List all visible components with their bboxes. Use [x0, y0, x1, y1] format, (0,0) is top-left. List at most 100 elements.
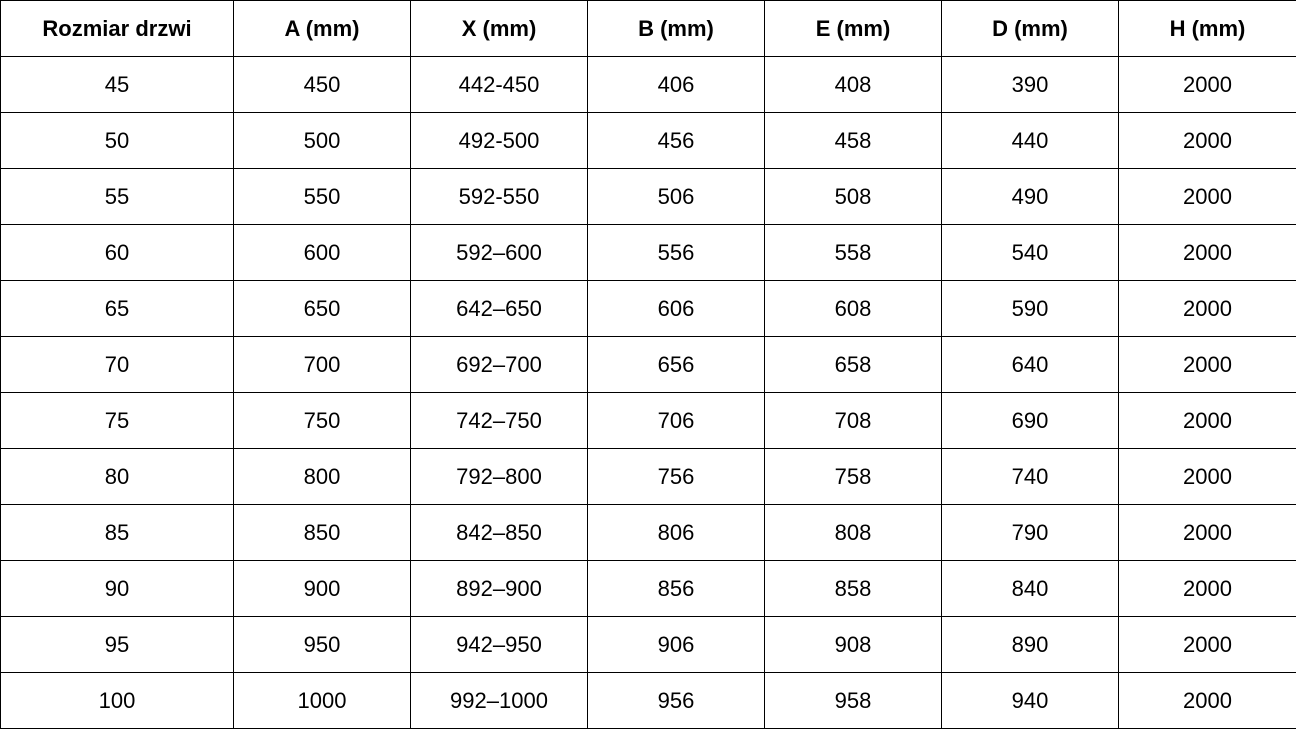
table-cell: 606 — [587, 280, 765, 337]
table-cell: 2000 — [1118, 112, 1296, 169]
table-row: 55 550 592-550 506 508 490 2000 — [0, 168, 1296, 225]
table-cell: 70 — [0, 336, 234, 393]
table-cell: 80 — [0, 448, 234, 505]
table-cell: 50 — [0, 112, 234, 169]
table-cell: 556 — [587, 224, 765, 281]
table-cell: 790 — [941, 504, 1119, 561]
table-cell: 2000 — [1118, 168, 1296, 225]
table-cell: 892–900 — [410, 560, 588, 617]
table-cell: 692–700 — [410, 336, 588, 393]
table-cell: 900 — [233, 560, 411, 617]
table-cell: 2000 — [1118, 392, 1296, 449]
table-cell: 2000 — [1118, 560, 1296, 617]
table-row: 75 750 742–750 706 708 690 2000 — [0, 392, 1296, 449]
table-cell: 590 — [941, 280, 1119, 337]
column-header: Rozmiar drzwi — [0, 0, 234, 57]
table-cell: 500 — [233, 112, 411, 169]
table-cell: 100 — [0, 672, 234, 729]
table-cell: 950 — [233, 616, 411, 673]
column-header: A (mm) — [233, 0, 411, 57]
table-cell: 65 — [0, 280, 234, 337]
table-cell: 600 — [233, 224, 411, 281]
table-row: 80 800 792–800 756 758 740 2000 — [0, 448, 1296, 505]
table-cell: 842–850 — [410, 504, 588, 561]
table-cell: 850 — [233, 504, 411, 561]
table-cell: 558 — [764, 224, 942, 281]
table-cell: 756 — [587, 448, 765, 505]
table-cell: 592–600 — [410, 224, 588, 281]
table-cell: 408 — [764, 56, 942, 113]
table-cell: 890 — [941, 616, 1119, 673]
table-cell: 2000 — [1118, 224, 1296, 281]
column-header: B (mm) — [587, 0, 765, 57]
column-header: E (mm) — [764, 0, 942, 57]
table-row: 90 900 892–900 856 858 840 2000 — [0, 560, 1296, 617]
table-cell: 608 — [764, 280, 942, 337]
table-cell: 906 — [587, 616, 765, 673]
table-cell: 658 — [764, 336, 942, 393]
table-cell: 758 — [764, 448, 942, 505]
table-cell: 442-450 — [410, 56, 588, 113]
table-cell: 2000 — [1118, 56, 1296, 113]
table-row: 45 450 442-450 406 408 390 2000 — [0, 56, 1296, 113]
table-cell: 858 — [764, 560, 942, 617]
table-cell: 55 — [0, 168, 234, 225]
table-cell: 956 — [587, 672, 765, 729]
table-cell: 806 — [587, 504, 765, 561]
table-cell: 592-550 — [410, 168, 588, 225]
column-header: D (mm) — [941, 0, 1119, 57]
table-cell: 90 — [0, 560, 234, 617]
table-cell: 742–750 — [410, 392, 588, 449]
table-row: 85 850 842–850 806 808 790 2000 — [0, 504, 1296, 561]
table-cell: 650 — [233, 280, 411, 337]
table-cell: 85 — [0, 504, 234, 561]
table-cell: 508 — [764, 168, 942, 225]
table-cell: 992–1000 — [410, 672, 588, 729]
table-cell: 800 — [233, 448, 411, 505]
table-cell: 708 — [764, 392, 942, 449]
table-cell: 60 — [0, 224, 234, 281]
table-cell: 642–650 — [410, 280, 588, 337]
table-cell: 2000 — [1118, 336, 1296, 393]
table-cell: 656 — [587, 336, 765, 393]
column-header: H (mm) — [1118, 0, 1296, 57]
table-cell: 908 — [764, 616, 942, 673]
table-row: 70 700 692–700 656 658 640 2000 — [0, 336, 1296, 393]
table-cell: 2000 — [1118, 672, 1296, 729]
table-cell: 540 — [941, 224, 1119, 281]
table-cell: 942–950 — [410, 616, 588, 673]
table-cell: 840 — [941, 560, 1119, 617]
table-cell: 750 — [233, 392, 411, 449]
table-cell: 700 — [233, 336, 411, 393]
table-cell: 492-500 — [410, 112, 588, 169]
table-cell: 958 — [764, 672, 942, 729]
table-row: 50 500 492-500 456 458 440 2000 — [0, 112, 1296, 169]
table-row: 95 950 942–950 906 908 890 2000 — [0, 616, 1296, 673]
table-cell: 75 — [0, 392, 234, 449]
table-cell: 2000 — [1118, 280, 1296, 337]
table-cell: 2000 — [1118, 448, 1296, 505]
table-row: 60 600 592–600 556 558 540 2000 — [0, 224, 1296, 281]
table-cell: 2000 — [1118, 504, 1296, 561]
column-header: X (mm) — [410, 0, 588, 57]
table-cell: 95 — [0, 616, 234, 673]
table-cell: 440 — [941, 112, 1119, 169]
table-cell: 740 — [941, 448, 1119, 505]
table-cell: 856 — [587, 560, 765, 617]
table-cell: 792–800 — [410, 448, 588, 505]
table-cell: 456 — [587, 112, 765, 169]
table-cell: 706 — [587, 392, 765, 449]
table-cell: 940 — [941, 672, 1119, 729]
header-row: Rozmiar drzwi A (mm) X (mm) B (mm) E (mm) D (… — [0, 0, 1296, 57]
table-cell: 506 — [587, 168, 765, 225]
table-cell: 1000 — [233, 672, 411, 729]
table-cell: 690 — [941, 392, 1119, 449]
table-cell: 550 — [233, 168, 411, 225]
table-cell: 406 — [587, 56, 765, 113]
table-cell: 808 — [764, 504, 942, 561]
table-cell: 490 — [941, 168, 1119, 225]
table-cell: 45 — [0, 56, 234, 113]
table-cell: 458 — [764, 112, 942, 169]
table-cell: 450 — [233, 56, 411, 113]
